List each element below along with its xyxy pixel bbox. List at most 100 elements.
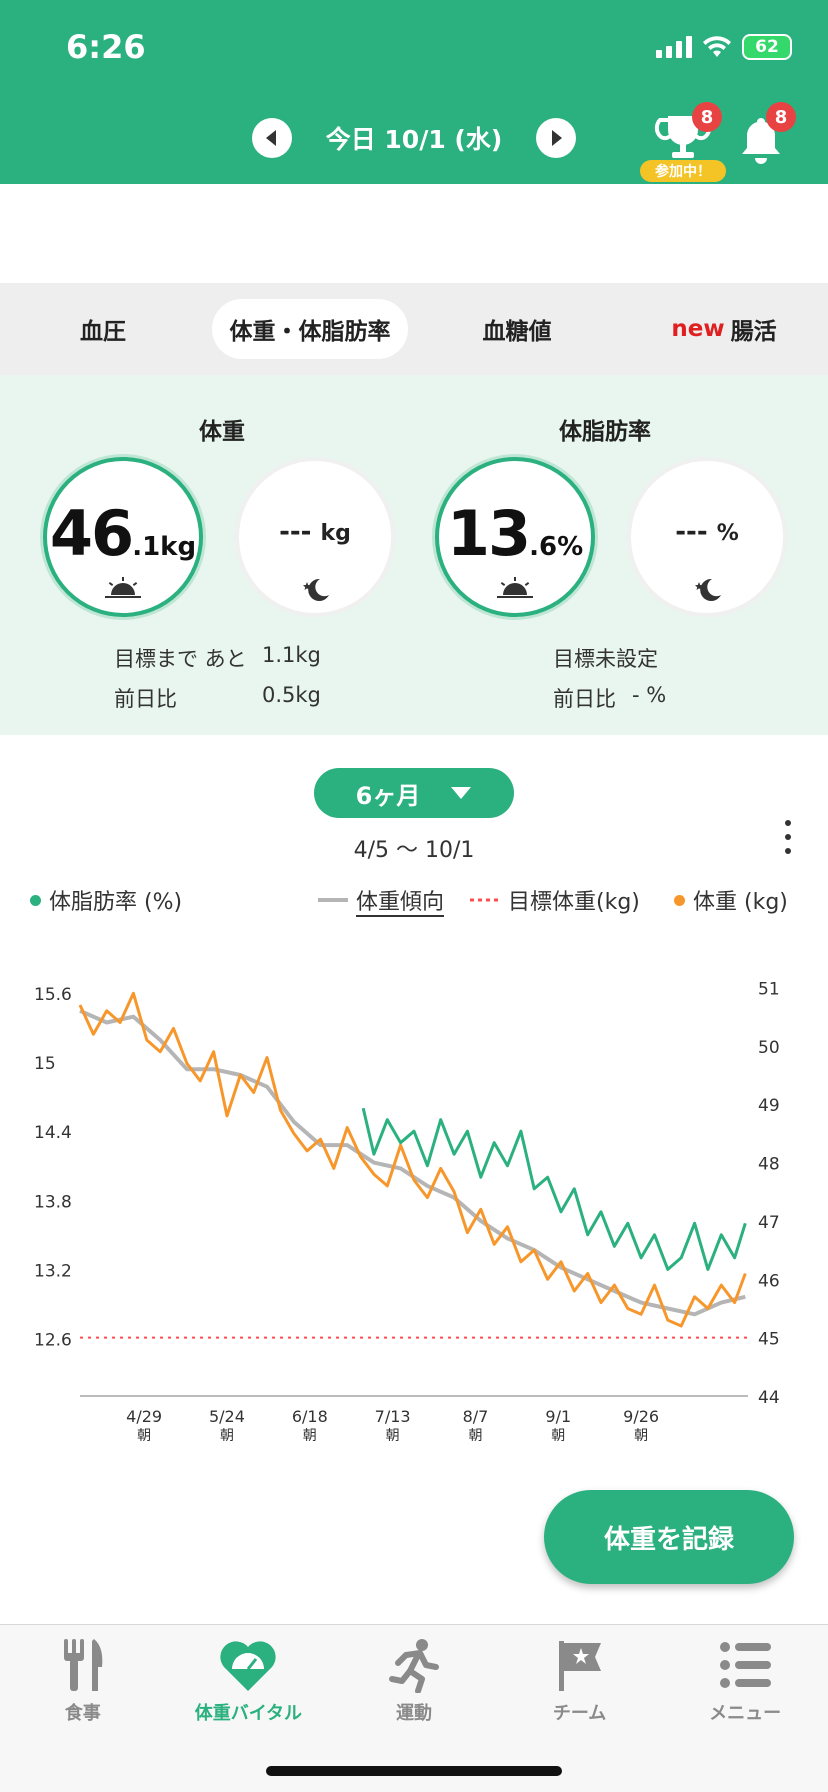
challenge-button[interactable]: 8 参加中！	[640, 102, 726, 182]
tab-label: 体重・体脂肪率	[229, 319, 391, 345]
bodyfat-morning-unit: %	[557, 532, 584, 562]
signal-icon	[656, 36, 692, 58]
prev-day-button[interactable]	[251, 118, 292, 158]
y-right-tick-label: 47	[758, 1213, 780, 1233]
tab-label: 腸活	[730, 319, 777, 345]
y-left-tick-label: 13.8	[34, 1192, 72, 1212]
y-right-tick-label: 51	[758, 980, 780, 1000]
tab-label: 血糖値	[482, 319, 552, 345]
nav-team[interactable]: チーム	[497, 1625, 663, 1792]
next-day-button[interactable]	[536, 118, 577, 158]
current-date[interactable]: 今日 10/1 (水)	[325, 125, 503, 154]
tab-weight-bodyfat[interactable]: 体重・体脂肪率	[212, 299, 408, 359]
x-tick-label: 9/1	[545, 1407, 571, 1426]
nav-label: 運動	[395, 1703, 432, 1724]
weight-evening-dash: ---	[279, 517, 312, 547]
date-navigator: 今日 10/1 (水)	[0, 118, 828, 158]
weight-morning-value: 46.1kg	[47, 497, 199, 570]
y-right-tick-label: 44	[758, 1388, 780, 1408]
x-tick-label: 5/24	[209, 1407, 245, 1426]
bodyfat-title: 体脂肪率	[559, 419, 651, 445]
status-time: 6:26	[66, 28, 146, 66]
legend-weight[interactable]: 体重 (kg)	[674, 884, 788, 916]
nav-meal[interactable]: 食事	[0, 1625, 166, 1792]
x-tick-label: 8/7	[463, 1407, 489, 1426]
tab-label: 血圧	[80, 319, 126, 345]
triangle-left-icon	[265, 130, 276, 146]
x-tick-sublabel: 朝	[386, 1428, 400, 1444]
period-select[interactable]: 6ヶ月	[314, 768, 514, 818]
sunrise-icon	[439, 577, 591, 605]
y-right-tick-label: 49	[758, 1096, 780, 1116]
trend-series-line	[79, 1008, 746, 1317]
weight-series-line	[78, 991, 747, 1328]
flag-icon	[558, 1641, 601, 1691]
bodyfat-diff-label: 前日比	[553, 687, 616, 711]
nav-label: 食事	[64, 1703, 101, 1724]
tab-gut-health[interactable]: new 腸活	[640, 299, 808, 359]
running-icon	[388, 1639, 439, 1693]
record-weight-button[interactable]: 体重を記録	[544, 1490, 794, 1584]
battery-level: 62	[755, 37, 779, 57]
y-right-tick-label: 46	[758, 1271, 780, 1291]
x-tick-sublabel: 朝	[303, 1428, 317, 1444]
x-tick-label: 7/13	[375, 1407, 411, 1426]
x-tick-label: 6/18	[292, 1407, 328, 1426]
x-tick-sublabel: 朝	[137, 1428, 151, 1444]
participating-label: 参加中！	[640, 160, 726, 182]
battery-icon: 62	[742, 34, 792, 60]
bodyfat-series-line	[361, 1107, 747, 1271]
weight-morning-unit: kg	[160, 532, 197, 562]
legend-label: 体脂肪率 (%)	[49, 890, 183, 915]
bodyfat-evening-unit: %	[716, 521, 739, 546]
y-left-tick-label: 15	[34, 1054, 56, 1074]
y-left-tick-label: 13.2	[34, 1261, 72, 1281]
legend-target[interactable]: 目標体重(kg)	[470, 884, 640, 916]
weight-morning-dec: .1	[132, 532, 161, 562]
bottom-navigation: 食事 体重バイタル 運動	[0, 1624, 828, 1792]
x-tick-label: 4/29	[126, 1407, 162, 1426]
date-range: 4/5 〜 10/1	[353, 838, 475, 863]
weight-morning-ring[interactable]: 46.1kg	[43, 457, 203, 617]
bodyfat-evening-value: --- %	[631, 517, 783, 547]
status-icons: 62	[656, 34, 792, 60]
bodyfat-evening-ring[interactable]: --- %	[627, 457, 787, 617]
new-badge: new	[671, 316, 725, 342]
x-tick-sublabel: 朝	[551, 1428, 565, 1444]
weight-evening-ring[interactable]: --- kg	[235, 457, 395, 617]
more-options-button[interactable]	[782, 820, 794, 854]
y-left-tick-label: 15.6	[34, 985, 72, 1005]
notification-button[interactable]: 8	[736, 102, 796, 168]
weight-title: 体重	[199, 419, 245, 445]
x-tick-sublabel: 朝	[634, 1428, 648, 1444]
nav-weight-vital[interactable]: 体重バイタル	[166, 1625, 332, 1792]
legend-trend[interactable]: 体重傾向	[318, 884, 444, 916]
weight-evening-value: --- kg	[239, 517, 391, 547]
legend-bodyfat[interactable]: 体脂肪率 (%)	[30, 884, 182, 916]
x-tick-sublabel: 朝	[468, 1428, 482, 1444]
heart-scale-icon	[220, 1641, 277, 1691]
tab-blood-sugar[interactable]: 血糖値	[440, 299, 594, 359]
weight-goal-value: 1.1kg	[262, 643, 321, 667]
sunrise-icon	[47, 577, 199, 605]
weight-goal-label: 目標まで あと	[114, 647, 247, 671]
bodyfat-morning-ring[interactable]: 13.6%	[435, 457, 595, 617]
nav-label: メニュー	[709, 1703, 782, 1724]
legend-label: 目標体重(kg)	[508, 890, 640, 915]
period-label: 6ヶ月	[355, 781, 421, 810]
tab-blood-pressure[interactable]: 血圧	[30, 299, 176, 359]
bodyfat-morning-dec: .6	[529, 532, 558, 562]
y-left-tick-label: 14.4	[34, 1123, 72, 1143]
y-right-tick-label: 45	[758, 1330, 780, 1350]
moon-star-icon	[239, 577, 391, 609]
weight-chart: 15.6 15 14.4 13.8 13.2 12.6 51 50 49 48 47 46 45 44 4/…	[34, 980, 780, 1444]
nav-menu[interactable]: メニュー	[662, 1625, 828, 1792]
caret-down-icon	[451, 787, 472, 799]
weight-diff-label: 前日比	[114, 687, 177, 711]
menu-list-icon	[720, 1642, 772, 1688]
home-indicator	[266, 1766, 562, 1776]
nav-exercise[interactable]: 運動	[331, 1625, 497, 1792]
bodyfat-morning-int: 13	[446, 497, 531, 570]
legend-label: 体重 (kg)	[693, 890, 788, 915]
legend-label: 体重傾向	[356, 890, 445, 915]
